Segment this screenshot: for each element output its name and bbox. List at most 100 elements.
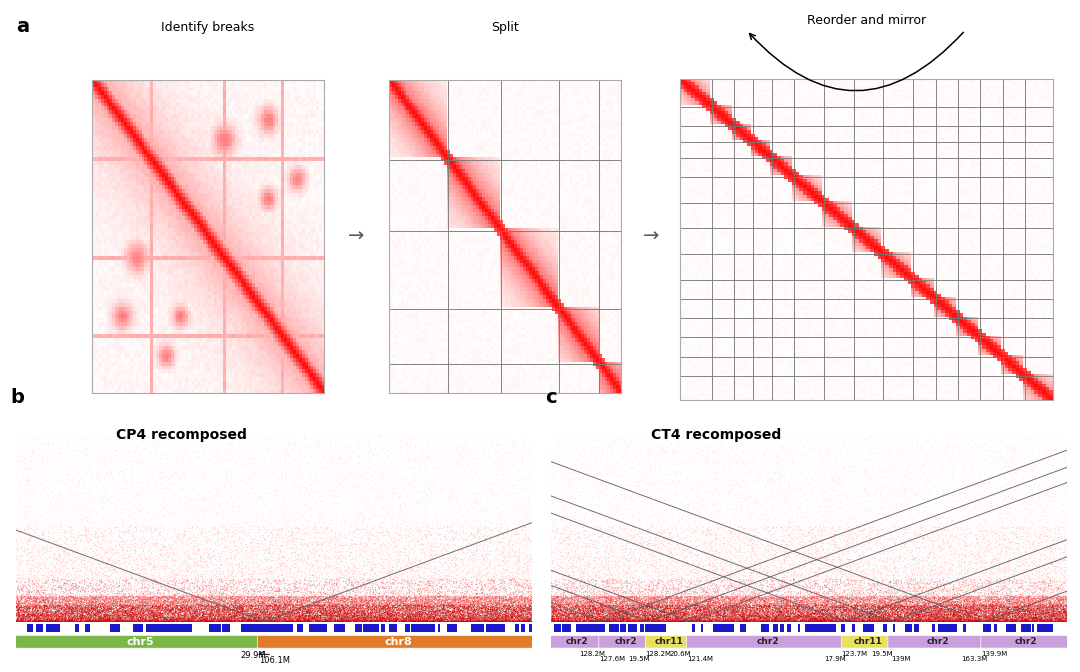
- Point: [386, 595, 403, 606]
- Point: [210, 595, 227, 605]
- Point: [665, 616, 683, 627]
- Point: [893, 603, 910, 614]
- Point: [16, 613, 33, 624]
- Point: [1015, 569, 1032, 579]
- Point: [70, 601, 87, 612]
- Point: [1000, 544, 1017, 554]
- Point: [615, 600, 632, 611]
- Point: [696, 616, 713, 626]
- Point: [19, 590, 37, 601]
- Point: [323, 610, 340, 621]
- Point: [483, 555, 500, 566]
- Point: [205, 552, 222, 563]
- Point: [783, 610, 800, 621]
- Point: [299, 616, 316, 627]
- Point: [886, 500, 903, 511]
- Point: [9, 544, 26, 554]
- Point: [283, 533, 300, 544]
- Point: [152, 578, 170, 589]
- Point: [609, 577, 626, 587]
- Point: [708, 603, 726, 614]
- Point: [603, 593, 620, 603]
- Point: [677, 551, 694, 562]
- Point: [424, 613, 442, 624]
- Point: [307, 602, 324, 613]
- Point: [13, 599, 30, 610]
- Point: [87, 596, 105, 607]
- Point: [152, 462, 170, 473]
- Point: [785, 434, 802, 445]
- Point: [173, 597, 190, 608]
- Point: [350, 614, 367, 625]
- Point: [932, 434, 949, 445]
- Point: [643, 437, 660, 448]
- Point: [342, 584, 360, 595]
- Point: [218, 599, 235, 610]
- Point: [1016, 466, 1034, 476]
- Point: [773, 595, 791, 606]
- Point: [600, 613, 618, 624]
- Point: [152, 593, 170, 603]
- Point: [727, 605, 744, 616]
- Point: [273, 468, 291, 479]
- Point: [86, 574, 104, 585]
- Point: [764, 610, 781, 620]
- Point: [908, 509, 926, 520]
- Point: [1021, 488, 1038, 499]
- Point: [928, 481, 945, 492]
- Point: [917, 600, 934, 611]
- Point: [33, 611, 51, 622]
- Point: [714, 599, 731, 610]
- Point: [593, 612, 610, 622]
- Point: [377, 537, 394, 548]
- Point: [189, 472, 206, 483]
- Point: [523, 611, 540, 622]
- Point: [355, 609, 373, 620]
- Point: [476, 602, 494, 613]
- Point: [639, 519, 657, 530]
- Point: [939, 602, 956, 613]
- Point: [922, 538, 940, 548]
- Point: [933, 499, 950, 509]
- Point: [129, 554, 146, 564]
- Point: [340, 432, 357, 443]
- Point: [141, 597, 159, 608]
- Point: [712, 580, 729, 591]
- Point: [565, 603, 582, 614]
- Point: [1054, 605, 1071, 616]
- Point: [795, 449, 812, 460]
- Point: [428, 485, 445, 495]
- Point: [170, 614, 187, 624]
- Point: [500, 552, 517, 562]
- Point: [661, 554, 678, 564]
- Point: [664, 514, 681, 525]
- Point: [195, 474, 213, 485]
- Point: [1000, 610, 1017, 620]
- Point: [943, 530, 960, 540]
- Point: [289, 603, 307, 614]
- Point: [180, 603, 198, 614]
- Point: [447, 528, 464, 538]
- Point: [195, 611, 213, 622]
- Point: [550, 616, 567, 626]
- Point: [1054, 592, 1071, 603]
- Point: [517, 593, 535, 604]
- Point: [312, 600, 329, 611]
- Point: [983, 594, 1000, 605]
- Point: [380, 616, 397, 627]
- Point: [832, 492, 849, 503]
- Point: [926, 449, 943, 460]
- Point: [876, 482, 893, 493]
- Point: [600, 505, 618, 516]
- Point: [144, 579, 161, 589]
- Point: [694, 442, 712, 453]
- Point: [195, 472, 213, 482]
- Point: [934, 535, 951, 546]
- Point: [599, 610, 617, 620]
- Point: [744, 605, 761, 616]
- Point: [728, 598, 745, 609]
- Point: [511, 544, 528, 555]
- Point: [455, 610, 472, 620]
- Point: [920, 599, 937, 610]
- Point: [572, 515, 590, 526]
